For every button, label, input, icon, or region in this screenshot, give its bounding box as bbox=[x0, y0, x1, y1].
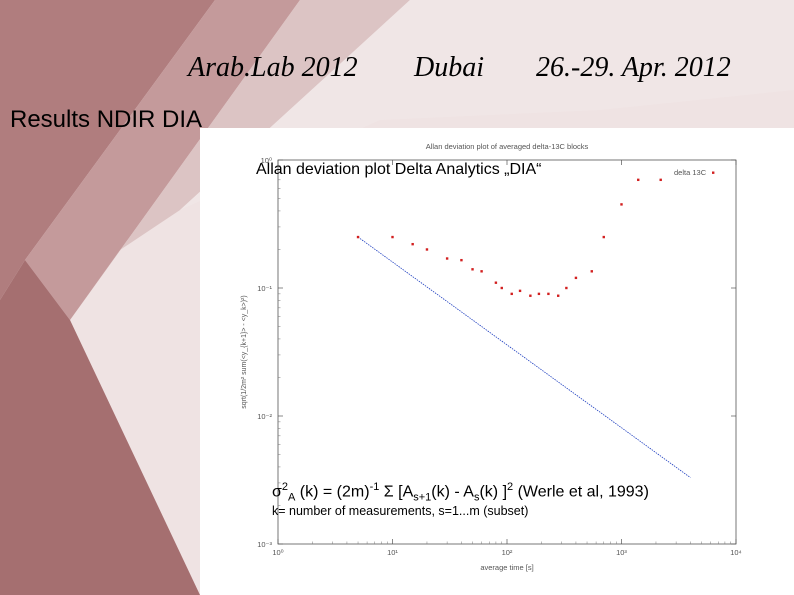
chart-title: Allan deviation plot of averaged delta-1… bbox=[426, 142, 589, 151]
slide-title: Results NDIR DIA bbox=[10, 106, 203, 133]
data-point bbox=[425, 248, 429, 251]
data-point bbox=[537, 292, 541, 296]
data-point bbox=[471, 268, 474, 271]
header-dates: 26.-29. Apr. 2012 bbox=[536, 52, 731, 83]
formula-sigma: σ bbox=[272, 483, 282, 501]
data-point bbox=[620, 203, 623, 206]
formula-note: k= number of measurements, s=1...m (subs… bbox=[272, 504, 529, 518]
x-tick-label: 10⁰ bbox=[272, 548, 283, 557]
formula-subscript-s1: s+1 bbox=[413, 491, 432, 504]
legend-label: delta 13C bbox=[674, 168, 707, 177]
formula-sum: Σ [A bbox=[379, 483, 414, 501]
data-point bbox=[411, 242, 414, 246]
y-axis-label: sqrt(1/2m² sum(<y_{k+1}> - <y_k>)²) bbox=[241, 295, 248, 408]
x-tick-label: 10¹ bbox=[387, 548, 398, 557]
data-point bbox=[494, 281, 498, 284]
data-point bbox=[445, 257, 449, 260]
header-event: Arab.Lab 2012 bbox=[188, 52, 358, 83]
lower-left-texture bbox=[0, 260, 200, 595]
allan-deviation-chart: Allan deviation plot of averaged delta-1… bbox=[241, 142, 742, 572]
data-point bbox=[480, 270, 483, 273]
y-tick-label: 10⁻¹ bbox=[257, 284, 272, 293]
formula-close: (k) ] bbox=[479, 483, 508, 501]
x-tick-label: 10³ bbox=[616, 548, 627, 557]
upper-right-texture bbox=[180, 0, 794, 210]
dark-texture-band bbox=[0, 0, 215, 300]
data-point bbox=[574, 276, 578, 280]
x-tick-label: 10⁴ bbox=[730, 548, 742, 557]
data-point bbox=[510, 292, 513, 296]
header-city: Dubai bbox=[414, 52, 484, 83]
formula-sigma-subscript: A bbox=[288, 491, 296, 504]
legend-marker bbox=[712, 171, 715, 174]
formula-citation: (Werle et al, 1993) bbox=[513, 483, 649, 501]
x-tick-label: 10² bbox=[502, 548, 513, 557]
data-point bbox=[602, 235, 605, 239]
formula-mid: (k) - A bbox=[431, 483, 474, 501]
data-point bbox=[547, 292, 550, 296]
data-point bbox=[556, 294, 560, 297]
overlay-title: Allan deviation plot Delta Analytics „DI… bbox=[256, 161, 542, 178]
data-point bbox=[356, 235, 360, 239]
data-point bbox=[518, 289, 522, 293]
formula-close-exponent: 2 bbox=[507, 481, 514, 493]
y-tick-label: 10⁻² bbox=[257, 412, 272, 421]
data-point bbox=[500, 286, 503, 290]
data-point bbox=[659, 178, 662, 182]
data-point bbox=[460, 258, 463, 262]
data-point bbox=[529, 294, 532, 297]
allan-variance-formula: σ2A (k) = (2m)-1 Σ [As+1(k) - As(k) ]2 (… bbox=[272, 481, 649, 504]
data-point bbox=[565, 286, 568, 290]
y-tick-label: 10⁰ bbox=[261, 156, 272, 165]
formula-lhs: (k) = (2m) bbox=[295, 483, 370, 501]
data-point bbox=[590, 270, 593, 273]
formula-sigma-exponent: 2 bbox=[281, 481, 288, 493]
formula-subscript-s: s bbox=[473, 491, 480, 504]
data-point bbox=[391, 235, 394, 239]
plot-panel bbox=[200, 128, 794, 595]
mid-texture-band bbox=[25, 0, 300, 320]
reference-slope-line bbox=[357, 236, 691, 478]
formula-lhs-exponent: -1 bbox=[369, 481, 380, 493]
data-point bbox=[637, 178, 640, 182]
x-axis-label: average time [s] bbox=[480, 563, 533, 572]
y-tick-label: 10⁻³ bbox=[257, 540, 272, 549]
